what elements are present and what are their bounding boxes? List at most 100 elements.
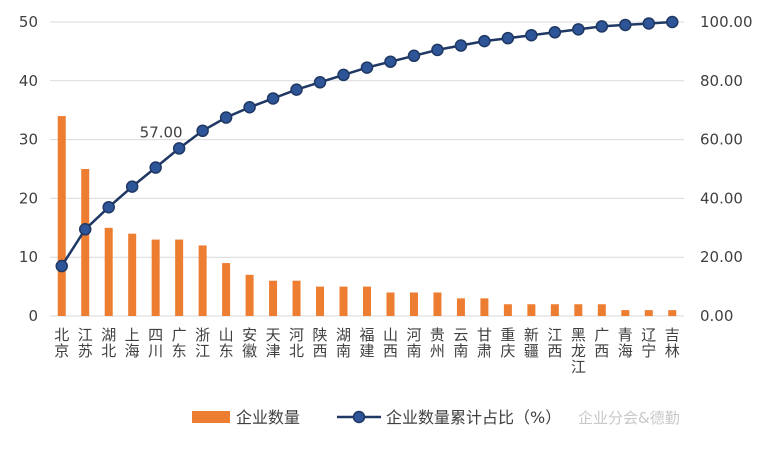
bar <box>363 286 371 316</box>
category-label: 天津 <box>266 326 281 360</box>
left-axis-tick-label: 10 <box>19 248 38 266</box>
line-point <box>431 43 444 57</box>
bar <box>222 263 231 316</box>
category-label: 四川 <box>148 326 163 360</box>
category-label: 山东 <box>219 326 234 360</box>
bar <box>292 280 301 316</box>
category-label: 云南 <box>453 326 468 360</box>
legend-line-marker <box>352 410 366 424</box>
bar <box>621 310 630 316</box>
bar <box>198 245 207 316</box>
category-label: 青海 <box>618 326 633 360</box>
line-series <box>55 15 679 273</box>
line-point <box>619 18 632 32</box>
category-label: 贵州 <box>430 326 445 360</box>
category-label: 河北 <box>289 326 304 360</box>
bar <box>433 292 442 316</box>
left-axis-tick-label: 50 <box>19 13 38 31</box>
right-y-axis: 0.00 20.00 40.00 60.00 80.00 100.00 <box>700 13 753 325</box>
category-label: 江苏 <box>78 326 93 360</box>
bar <box>527 304 536 316</box>
category-label: 福建 <box>359 326 374 360</box>
line-point <box>548 26 562 39</box>
line-point <box>149 161 162 174</box>
line-point <box>572 23 585 36</box>
line-point <box>266 92 280 105</box>
line-point <box>172 142 186 155</box>
right-axis-tick-label: 80.00 <box>700 72 743 90</box>
left-axis-tick-label: 30 <box>19 131 38 149</box>
bar <box>57 116 66 316</box>
bar <box>456 298 465 316</box>
bar <box>104 227 113 316</box>
legend: 企业数量 企业数量累计占比（%） <box>192 408 561 427</box>
category-label: 北京 <box>54 326 69 360</box>
line-point <box>55 259 68 273</box>
line-point <box>454 39 468 52</box>
bar <box>597 304 606 316</box>
data-label-annotation: 57.00 <box>140 123 183 141</box>
line-point <box>595 20 609 33</box>
bar <box>151 239 160 316</box>
left-axis-tick-label: 0 <box>28 307 38 325</box>
line-point <box>478 34 491 48</box>
line-point <box>243 101 256 114</box>
left-y-axis: 0 10 20 30 40 50 <box>19 13 38 325</box>
category-label: 广东 <box>172 326 187 360</box>
category-label: 广西 <box>594 326 609 360</box>
category-label: 湖南 <box>336 326 351 360</box>
line-point <box>384 55 397 68</box>
line-point <box>125 180 139 193</box>
bar <box>644 310 653 316</box>
bar <box>245 274 254 316</box>
right-axis-tick-label: 0.00 <box>700 307 733 325</box>
bar <box>480 298 489 316</box>
right-axis-tick-label: 100.00 <box>700 13 753 31</box>
category-label: 新疆 <box>524 326 539 360</box>
bar <box>316 286 325 316</box>
bar <box>175 239 184 316</box>
legend-label-line: 企业数量累计占比（%） <box>386 408 561 427</box>
category-label: 湖北 <box>101 326 116 360</box>
line-point <box>337 68 350 82</box>
line-point <box>407 49 421 63</box>
category-label: 上海 <box>125 326 140 360</box>
category-label: 江西 <box>547 326 562 360</box>
legend-bar-swatch <box>192 411 230 423</box>
right-axis-tick-label: 40.00 <box>700 189 743 207</box>
line-point <box>313 76 327 89</box>
line-point <box>102 200 115 214</box>
right-axis-tick-label: 60.00 <box>700 131 743 149</box>
category-label: 陕西 <box>313 326 328 360</box>
category-label: 辽宁 <box>641 326 656 360</box>
bar <box>128 233 137 316</box>
legend-label-bar: 企业数量 <box>236 408 300 427</box>
category-label: 黑龙江 <box>571 326 586 376</box>
bar <box>339 286 348 316</box>
category-label: 河南 <box>406 326 421 360</box>
category-label: 安徽 <box>242 326 257 360</box>
bar-series <box>57 116 677 316</box>
line-point <box>360 61 374 74</box>
line-point <box>196 124 209 138</box>
category-label: 浙江 <box>195 326 210 360</box>
left-axis-tick-label: 20 <box>19 189 38 207</box>
bar <box>269 280 278 316</box>
bar <box>503 304 512 316</box>
line-point <box>219 111 233 124</box>
cumulative-line <box>60 20 673 267</box>
line-point <box>642 17 656 30</box>
category-label: 甘肃 <box>477 326 492 360</box>
x-axis-categories: 北京江苏湖北上海四川广东浙江山东安徽天津河北陕西湖南福建山西河南贵州云南甘肃重庆… <box>54 326 680 376</box>
bar <box>574 304 583 316</box>
line-point <box>666 15 679 29</box>
line-point <box>78 223 92 236</box>
watermark-text: 企业分会&德勤 <box>578 409 680 427</box>
right-axis-tick-label: 20.00 <box>700 248 743 266</box>
category-label: 吉林 <box>665 326 680 360</box>
category-label: 重庆 <box>500 326 515 360</box>
line-point <box>501 31 515 45</box>
bar <box>81 169 90 316</box>
